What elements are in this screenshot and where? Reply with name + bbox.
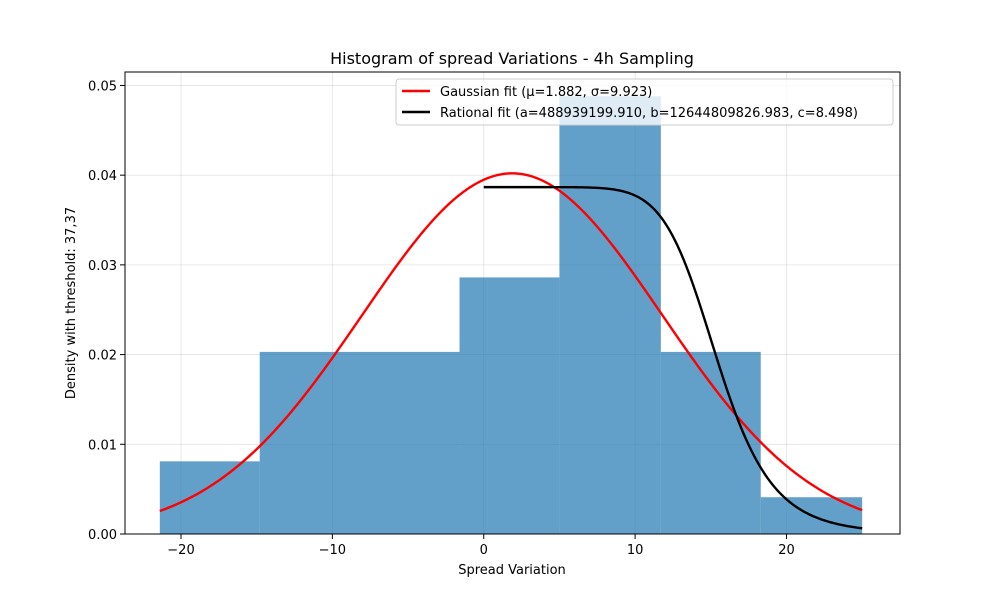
series-line-gaussian <box>159 172 863 513</box>
legend-box <box>395 78 894 126</box>
bars-layer <box>159 96 863 534</box>
y-axis: 0.00 0.01 0.02 0.03 0.04 0.05 <box>88 79 125 543</box>
x-tick-label: 20 <box>778 543 795 558</box>
x-axis-label: Spread Variation <box>458 563 566 578</box>
x-axis: −20 −10 0 10 20 <box>167 534 795 558</box>
lines-layer <box>159 172 863 530</box>
chart-title: Histogram of spread Variations - 4h Samp… <box>330 49 694 68</box>
plot-frame <box>124 71 901 535</box>
x-tick-label: 0 <box>480 543 488 558</box>
histogram-bar <box>459 277 560 534</box>
histogram-bar <box>660 351 761 534</box>
x-tick-label: −20 <box>167 543 194 558</box>
histogram-bar <box>159 461 260 534</box>
histogram-bar <box>559 96 661 534</box>
legend-entry: Rational fit (a=488939199.910, b=1264480… <box>440 106 858 121</box>
y-tick-label: 0.01 <box>88 438 117 453</box>
legend-entry: Gaussian fit (μ=1.882, σ=9.923) <box>440 85 652 100</box>
y-tick-label: 0.04 <box>88 169 117 184</box>
histogram-bar <box>259 351 460 534</box>
y-tick-label: 0.00 <box>88 528 117 543</box>
x-tick-label: −10 <box>319 543 346 558</box>
legend: Gaussian fit (μ=1.882, σ=9.923) Rational … <box>395 78 894 126</box>
series-line-rational <box>483 185 863 530</box>
y-tick-label: 0.05 <box>88 79 117 94</box>
y-tick-label: 0.03 <box>88 259 117 274</box>
y-tick-label: 0.02 <box>88 349 117 364</box>
y-axis-label: Density with threshold: 37,37 <box>64 207 79 399</box>
x-tick-label: 10 <box>627 543 644 558</box>
